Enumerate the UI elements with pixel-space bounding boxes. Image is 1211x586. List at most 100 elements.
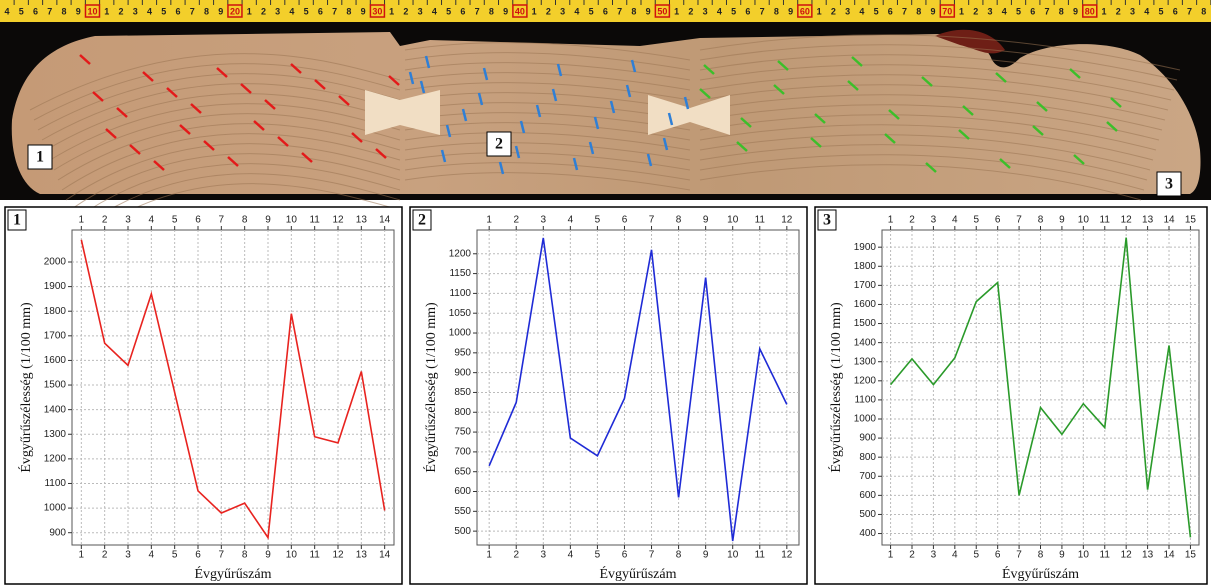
- x-tick-label: 8: [1038, 550, 1044, 561]
- x-tick-label: 11: [309, 550, 320, 561]
- x-tick-label: 9: [703, 550, 709, 561]
- ruler-label: 7: [332, 6, 337, 16]
- ruler-label: 70: [942, 6, 952, 16]
- y-tick-label: 1400: [44, 404, 67, 415]
- ruler-label: 3: [133, 6, 138, 16]
- ruler-label: 8: [1201, 6, 1206, 16]
- x-tick-label: 7: [219, 550, 225, 561]
- y-tick-label: 1200: [449, 248, 472, 259]
- ruler-label: 5: [731, 6, 736, 16]
- plot-area: [72, 230, 394, 545]
- y-axis-title: Évgyűrűszélesség (1/100 mm): [827, 302, 844, 473]
- x-tick-label: 6: [195, 550, 201, 561]
- ruler-label: 8: [204, 6, 209, 16]
- ruler-label: 9: [1073, 6, 1078, 16]
- ruler-label: 2: [261, 6, 266, 16]
- x-tick-label-top: 9: [265, 215, 271, 226]
- panel-label: 1: [13, 212, 21, 229]
- x-tick-label-top: 12: [781, 215, 793, 226]
- y-tick-label: 900: [454, 367, 471, 378]
- ruler-label: 6: [175, 6, 180, 16]
- x-tick-label-top: 4: [952, 215, 958, 226]
- y-tick-label: 1700: [854, 280, 877, 291]
- y-tick-label: 1200: [44, 454, 67, 465]
- x-tick-label-top: 15: [1185, 215, 1197, 226]
- x-axis-title: Évgyűrűszám: [1002, 565, 1079, 582]
- x-tick-label-top: 8: [1038, 215, 1044, 226]
- y-tick-label: 650: [454, 466, 471, 477]
- x-tick-label-top: 7: [1016, 215, 1022, 226]
- ruler-label: 1: [247, 6, 252, 16]
- x-tick-label: 4: [952, 550, 958, 561]
- ruler-label: 1: [389, 6, 394, 16]
- x-tick-label-top: 12: [332, 215, 344, 226]
- ruler-label: 2: [546, 6, 551, 16]
- y-tick-label: 800: [859, 452, 876, 463]
- y-tick-label: 1050: [449, 308, 472, 319]
- x-tick-label-top: 4: [568, 215, 574, 226]
- y-tick-label: 600: [859, 490, 876, 501]
- ruler-label: 7: [617, 6, 622, 16]
- ruler-label: 8: [774, 6, 779, 16]
- ruler-label: 5: [1159, 6, 1164, 16]
- ruler-label: 3: [703, 6, 708, 16]
- y-tick-label: 1500: [44, 380, 67, 391]
- x-tick-label-top: 9: [1059, 215, 1065, 226]
- y-tick-label: 950: [454, 347, 471, 358]
- ruler-label: 20: [230, 6, 240, 16]
- x-tick-label: 3: [541, 550, 547, 561]
- x-tick-label: 5: [172, 550, 178, 561]
- ruler-label: 7: [190, 6, 195, 16]
- ruler-label: 6: [460, 6, 465, 16]
- ruler-label: 1: [1102, 6, 1107, 16]
- ruler-label: 6: [1030, 6, 1035, 16]
- ruler-label: 8: [489, 6, 494, 16]
- y-tick-label: 1800: [44, 306, 67, 317]
- ruler-label: 2: [831, 6, 836, 16]
- x-tick-label: 1: [486, 550, 492, 561]
- ruler-label: 30: [372, 6, 382, 16]
- ruler-label: 6: [603, 6, 608, 16]
- ruler-label: 8: [61, 6, 66, 16]
- ruler-label: 3: [1130, 6, 1135, 16]
- x-tick-label-top: 7: [649, 215, 655, 226]
- ruler-label: 8: [631, 6, 636, 16]
- ruler-label: 9: [361, 6, 366, 16]
- y-tick-label: 400: [859, 528, 876, 539]
- x-tick-label: 2: [513, 550, 519, 561]
- ruler-label: 6: [1173, 6, 1178, 16]
- ruler-label: 4: [432, 6, 437, 16]
- ruler-label: 6: [888, 6, 893, 16]
- y-tick-label: 750: [454, 427, 471, 438]
- ruler-label: 50: [657, 6, 667, 16]
- x-tick-label: 11: [755, 550, 766, 561]
- ruler-label: 4: [1002, 6, 1007, 16]
- photo-label: 3: [1165, 176, 1173, 193]
- x-tick-label-top: 8: [242, 215, 248, 226]
- y-tick-label: 1900: [44, 281, 67, 292]
- x-tick-label-top: 14: [1163, 215, 1175, 226]
- ruler-label: 6: [745, 6, 750, 16]
- y-tick-label: 500: [859, 509, 876, 520]
- x-tick-label: 4: [149, 550, 155, 561]
- ruler-label: 9: [931, 6, 936, 16]
- ruler-label: 9: [788, 6, 793, 16]
- x-tick-label-top: 13: [1142, 215, 1154, 226]
- x-tick-label-top: 6: [195, 215, 201, 226]
- x-tick-label: 9: [265, 550, 271, 561]
- y-tick-label: 600: [454, 486, 471, 497]
- y-axis-title: Évgyűrűszélesség (1/100 mm): [422, 302, 439, 473]
- x-axis-title: Évgyűrűszám: [600, 565, 677, 582]
- ruler-label: 9: [218, 6, 223, 16]
- x-tick-label-top: 2: [102, 215, 108, 226]
- x-tick-label: 12: [332, 550, 344, 561]
- x-tick-label-top: 3: [541, 215, 547, 226]
- ruler-label: 5: [161, 6, 166, 16]
- ruler-label: 9: [76, 6, 81, 16]
- y-tick-label: 1200: [854, 375, 877, 386]
- ruler-label: 2: [1116, 6, 1121, 16]
- x-tick-label: 10: [727, 550, 739, 561]
- y-tick-label: 500: [454, 526, 471, 537]
- ruler-label: 6: [33, 6, 38, 16]
- x-tick-label-top: 7: [219, 215, 225, 226]
